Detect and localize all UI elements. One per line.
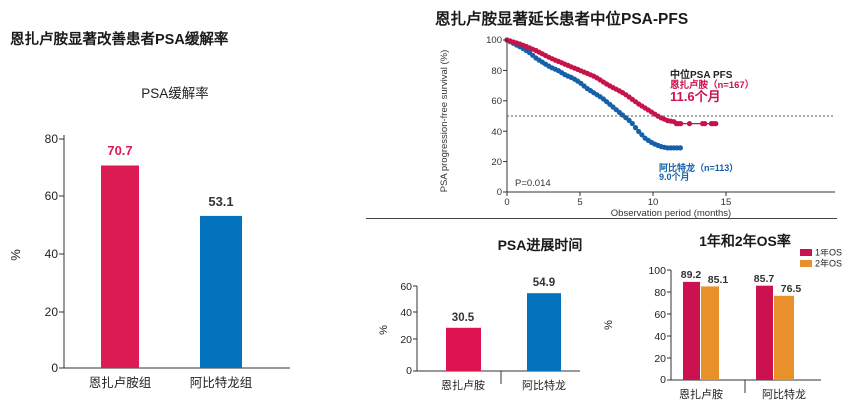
svg-text:40: 40: [491, 127, 502, 138]
svg-text:20: 20: [654, 353, 666, 365]
svg-text:11.6个月: 11.6个月: [670, 89, 721, 104]
svg-text:恩扎卢胺: 恩扎卢胺: [441, 378, 485, 392]
svg-text:0: 0: [660, 374, 666, 386]
svg-text:0: 0: [51, 361, 58, 375]
svg-text:40: 40: [400, 307, 412, 319]
svg-text:2年OS: 2年OS: [815, 258, 842, 269]
svg-text:80: 80: [491, 66, 502, 77]
svg-text:0: 0: [406, 365, 412, 377]
svg-text:85.1: 85.1: [708, 274, 729, 286]
svg-text:60: 60: [654, 309, 666, 321]
svg-text:PSA progression-free survival: PSA progression-free survival (%): [439, 50, 450, 193]
svg-text:20: 20: [400, 334, 412, 346]
svg-text:阿比特龙组: 阿比特龙组: [190, 375, 253, 390]
svg-text:30.5: 30.5: [452, 312, 475, 324]
svg-text:100: 100: [648, 265, 666, 277]
svg-text:恩扎卢胺组: 恩扎卢胺组: [89, 375, 152, 390]
svg-text:60: 60: [491, 96, 502, 107]
svg-text:80: 80: [654, 287, 666, 299]
svg-text:10: 10: [648, 197, 659, 208]
svg-text:85.7: 85.7: [754, 273, 775, 285]
svg-text:60: 60: [45, 189, 59, 203]
svg-text:80: 80: [45, 132, 59, 146]
svg-text:15: 15: [721, 197, 732, 208]
svg-text:1年OS: 1年OS: [815, 249, 842, 258]
svg-text:20: 20: [491, 157, 502, 168]
svg-text:9.0个月: 9.0个月: [659, 171, 690, 182]
svg-text:53.1: 53.1: [208, 194, 233, 209]
svg-text:%: %: [378, 325, 390, 335]
svg-text:0: 0: [504, 197, 509, 208]
svg-text:阿比特龙: 阿比特龙: [762, 387, 806, 401]
svg-text:0: 0: [497, 187, 502, 198]
svg-text:54.9: 54.9: [533, 277, 555, 289]
svg-text:40: 40: [654, 331, 666, 343]
svg-text:40: 40: [45, 247, 59, 261]
svg-text:70.7: 70.7: [107, 143, 132, 158]
svg-text:恩扎卢胺: 恩扎卢胺: [679, 387, 723, 401]
svg-text:%: %: [603, 320, 615, 330]
svg-text:阿比特龙: 阿比特龙: [522, 378, 566, 392]
svg-text:89.2: 89.2: [681, 269, 702, 281]
svg-text:76.5: 76.5: [781, 283, 802, 295]
svg-text:%: %: [8, 249, 23, 261]
svg-text:100: 100: [486, 35, 502, 46]
svg-text:60: 60: [400, 281, 412, 293]
svg-text:P=0.014: P=0.014: [515, 178, 551, 189]
svg-text:5: 5: [577, 197, 582, 208]
svg-text:20: 20: [45, 305, 59, 319]
